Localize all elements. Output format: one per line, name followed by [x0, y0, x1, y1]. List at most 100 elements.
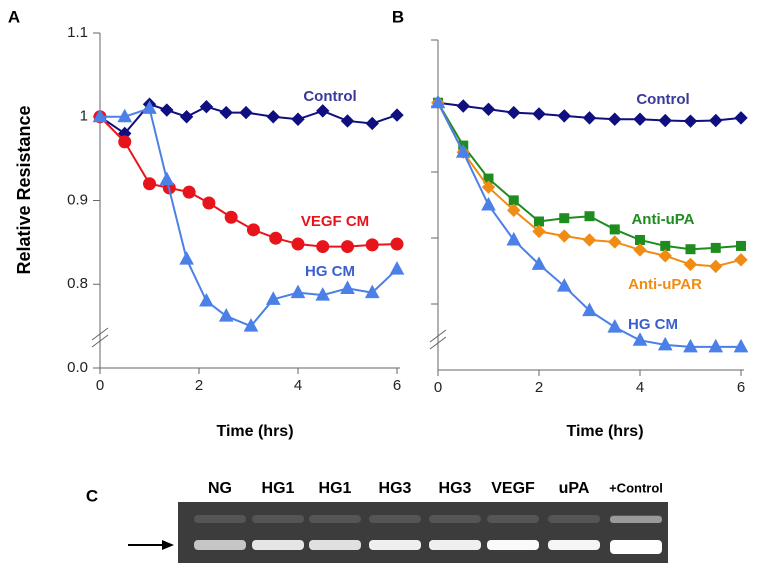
marker [709, 259, 723, 274]
x-tick-label: 4 [636, 379, 644, 396]
marker [316, 240, 330, 254]
gel-band [369, 540, 421, 550]
marker [534, 216, 544, 227]
panel-label: A [8, 7, 20, 26]
axis-break [91, 334, 109, 348]
gel-smear [309, 515, 361, 523]
lane-label: uPA [559, 480, 590, 497]
x-tick-label: 0 [434, 379, 442, 396]
marker [608, 112, 622, 126]
gel-smear [252, 515, 304, 523]
marker [199, 292, 214, 307]
marker [224, 210, 238, 224]
marker [365, 116, 379, 131]
lane-label: HG1 [319, 480, 352, 497]
gel-band [309, 540, 361, 550]
marker [531, 256, 547, 270]
gel-smear [194, 515, 246, 523]
x-axis-label: Time (hrs) [216, 423, 293, 440]
marker [532, 224, 546, 239]
marker [182, 185, 196, 199]
marker [160, 103, 174, 117]
x-tick-label: 4 [294, 377, 302, 394]
marker [609, 224, 620, 235]
series-label: Anti-uPAR [628, 276, 702, 293]
gel-smear [487, 515, 539, 523]
marker [364, 284, 380, 299]
marker [199, 99, 214, 114]
marker [683, 338, 698, 353]
marker [481, 180, 496, 194]
marker [685, 244, 696, 255]
marker [508, 195, 519, 206]
gel-band [610, 516, 662, 523]
marker [455, 144, 471, 158]
marker [632, 332, 648, 346]
axis-break [91, 327, 109, 341]
lane-label: HG1 [262, 480, 295, 497]
marker [218, 308, 234, 322]
marker [557, 109, 571, 123]
marker [556, 278, 572, 292]
marker [390, 237, 404, 251]
marker [507, 105, 521, 120]
y-tick-label: 0.0 [67, 359, 88, 376]
series-line [437, 102, 742, 251]
marker [733, 338, 749, 353]
lane-label: +Control [609, 480, 663, 495]
panel-label: B [392, 7, 404, 26]
marker [179, 251, 194, 265]
y-tick-label: 0.9 [67, 191, 88, 208]
gel-band [252, 540, 304, 550]
marker [291, 112, 305, 126]
y-tick-label: 0.8 [67, 275, 88, 292]
y-axis-label: Relative Resistance [14, 105, 34, 274]
marker [365, 238, 379, 252]
marker [633, 243, 647, 257]
marker [239, 105, 253, 120]
marker [243, 318, 259, 332]
x-tick-label: 2 [535, 379, 543, 396]
lane-label: HG3 [439, 480, 472, 497]
marker [584, 211, 595, 222]
marker [608, 235, 622, 249]
x-tick-label: 6 [393, 377, 401, 394]
marker [315, 287, 331, 301]
marker [582, 233, 597, 247]
series-label: Anti-uPA [631, 211, 694, 228]
gel-smear [429, 515, 481, 523]
lane-label: VEGF [491, 480, 535, 497]
series-label: HG CM [628, 316, 678, 333]
marker [159, 171, 175, 186]
gel-arrow-head [162, 540, 174, 550]
marker [389, 261, 405, 275]
series-label: Control [636, 91, 689, 108]
marker [734, 111, 748, 125]
y-tick-label: 1.1 [67, 24, 88, 41]
gel-band [610, 540, 662, 554]
series-label: VEGF CM [301, 213, 369, 230]
marker [708, 338, 724, 353]
marker [481, 196, 496, 211]
marker [734, 253, 748, 267]
marker [269, 231, 283, 245]
x-tick-label: 0 [96, 377, 104, 394]
marker [265, 291, 281, 305]
gel-smear [548, 515, 600, 523]
marker [635, 234, 645, 245]
marker [658, 249, 672, 263]
marker [658, 113, 672, 128]
marker [582, 302, 597, 317]
axis-break [429, 329, 447, 343]
marker [202, 196, 216, 210]
marker [633, 112, 647, 126]
lane-label: NG [208, 480, 232, 497]
y-tick-label: 1 [80, 108, 88, 125]
marker [430, 94, 446, 109]
gel-smear [369, 515, 421, 523]
marker [683, 114, 698, 128]
marker [142, 100, 157, 114]
marker [179, 110, 194, 124]
marker [736, 240, 746, 251]
